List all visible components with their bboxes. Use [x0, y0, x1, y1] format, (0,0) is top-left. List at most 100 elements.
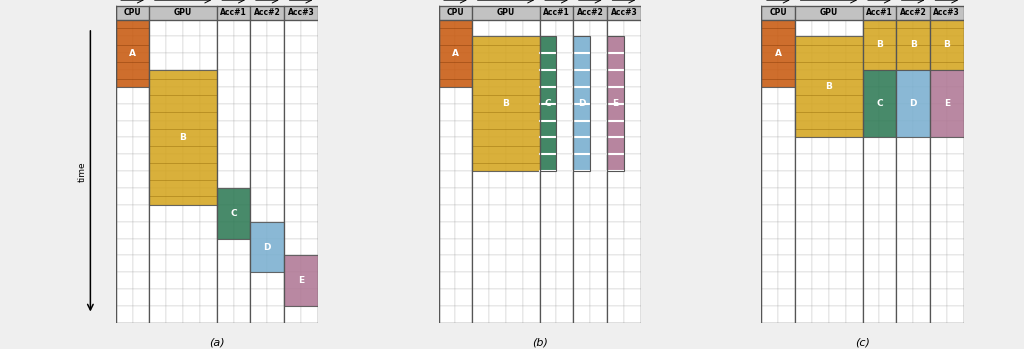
Bar: [116, 255, 132, 272]
Bar: [284, 154, 301, 171]
Bar: [506, 104, 523, 121]
Bar: [217, 255, 233, 272]
Bar: [489, 70, 506, 87]
Bar: [166, 222, 183, 239]
Bar: [217, 138, 233, 154]
Bar: [251, 272, 267, 289]
Bar: [812, 53, 828, 70]
Bar: [489, 121, 506, 138]
Bar: [150, 188, 166, 205]
Bar: [506, 239, 523, 255]
Bar: [573, 272, 590, 289]
Bar: [778, 188, 796, 205]
Bar: [251, 222, 267, 239]
Bar: [812, 205, 828, 222]
Bar: [828, 205, 846, 222]
Bar: [200, 171, 217, 188]
Bar: [284, 87, 301, 104]
Bar: [846, 306, 862, 323]
Bar: [590, 154, 607, 171]
Bar: [947, 87, 964, 104]
Bar: [166, 306, 183, 323]
Bar: [150, 272, 166, 289]
Bar: [913, 70, 930, 87]
Bar: [183, 138, 200, 154]
Bar: [472, 87, 489, 104]
Bar: [166, 138, 183, 154]
Bar: [778, 70, 796, 87]
Bar: [880, 289, 896, 306]
Bar: [523, 222, 540, 239]
Bar: [607, 138, 624, 154]
Bar: [166, 36, 183, 53]
Bar: [489, 104, 506, 121]
Bar: [896, 205, 913, 222]
Bar: [947, 70, 964, 87]
Bar: [166, 289, 183, 306]
Bar: [523, 205, 540, 222]
Bar: [489, 154, 506, 171]
Bar: [556, 138, 573, 154]
Bar: [896, 289, 913, 306]
Bar: [472, 289, 489, 306]
Bar: [267, 53, 284, 70]
Bar: [166, 272, 183, 289]
Bar: [828, 70, 846, 87]
Bar: [862, 239, 880, 255]
Bar: [590, 272, 607, 289]
Bar: [267, 272, 284, 289]
Bar: [251, 70, 267, 87]
Bar: [506, 154, 523, 171]
Bar: [251, 36, 267, 53]
Bar: [132, 255, 150, 272]
Bar: [540, 272, 556, 289]
Bar: [556, 188, 573, 205]
Text: Acc#2: Acc#2: [900, 8, 927, 17]
Bar: [930, 138, 947, 154]
Text: B: B: [179, 133, 186, 142]
Bar: [947, 154, 964, 171]
Bar: [880, 70, 896, 87]
Bar: [947, 255, 964, 272]
Bar: [573, 171, 590, 188]
Bar: [456, 222, 472, 239]
Bar: [523, 171, 540, 188]
Bar: [862, 70, 880, 87]
Bar: [880, 138, 896, 154]
Bar: [472, 6, 540, 20]
Bar: [438, 6, 472, 20]
Bar: [862, 6, 896, 20]
Bar: [233, 289, 251, 306]
Bar: [217, 205, 233, 222]
Bar: [116, 154, 132, 171]
Bar: [200, 222, 217, 239]
Bar: [880, 272, 896, 289]
Bar: [846, 70, 862, 87]
Bar: [217, 70, 233, 87]
Bar: [116, 138, 132, 154]
Bar: [284, 70, 301, 87]
Bar: [523, 20, 540, 36]
Bar: [150, 255, 166, 272]
Bar: [796, 20, 812, 36]
Bar: [812, 121, 828, 138]
Bar: [862, 306, 880, 323]
Bar: [762, 205, 778, 222]
Bar: [116, 36, 132, 53]
Bar: [590, 205, 607, 222]
Bar: [896, 239, 913, 255]
Bar: [796, 6, 862, 20]
Bar: [540, 20, 556, 36]
Bar: [523, 188, 540, 205]
Bar: [880, 53, 896, 70]
Bar: [267, 70, 284, 87]
Bar: [456, 188, 472, 205]
Bar: [233, 53, 251, 70]
Bar: [116, 53, 132, 70]
Bar: [166, 255, 183, 272]
Bar: [573, 53, 590, 70]
Bar: [472, 239, 489, 255]
Bar: [590, 53, 607, 70]
Bar: [573, 36, 590, 171]
Bar: [132, 138, 150, 154]
